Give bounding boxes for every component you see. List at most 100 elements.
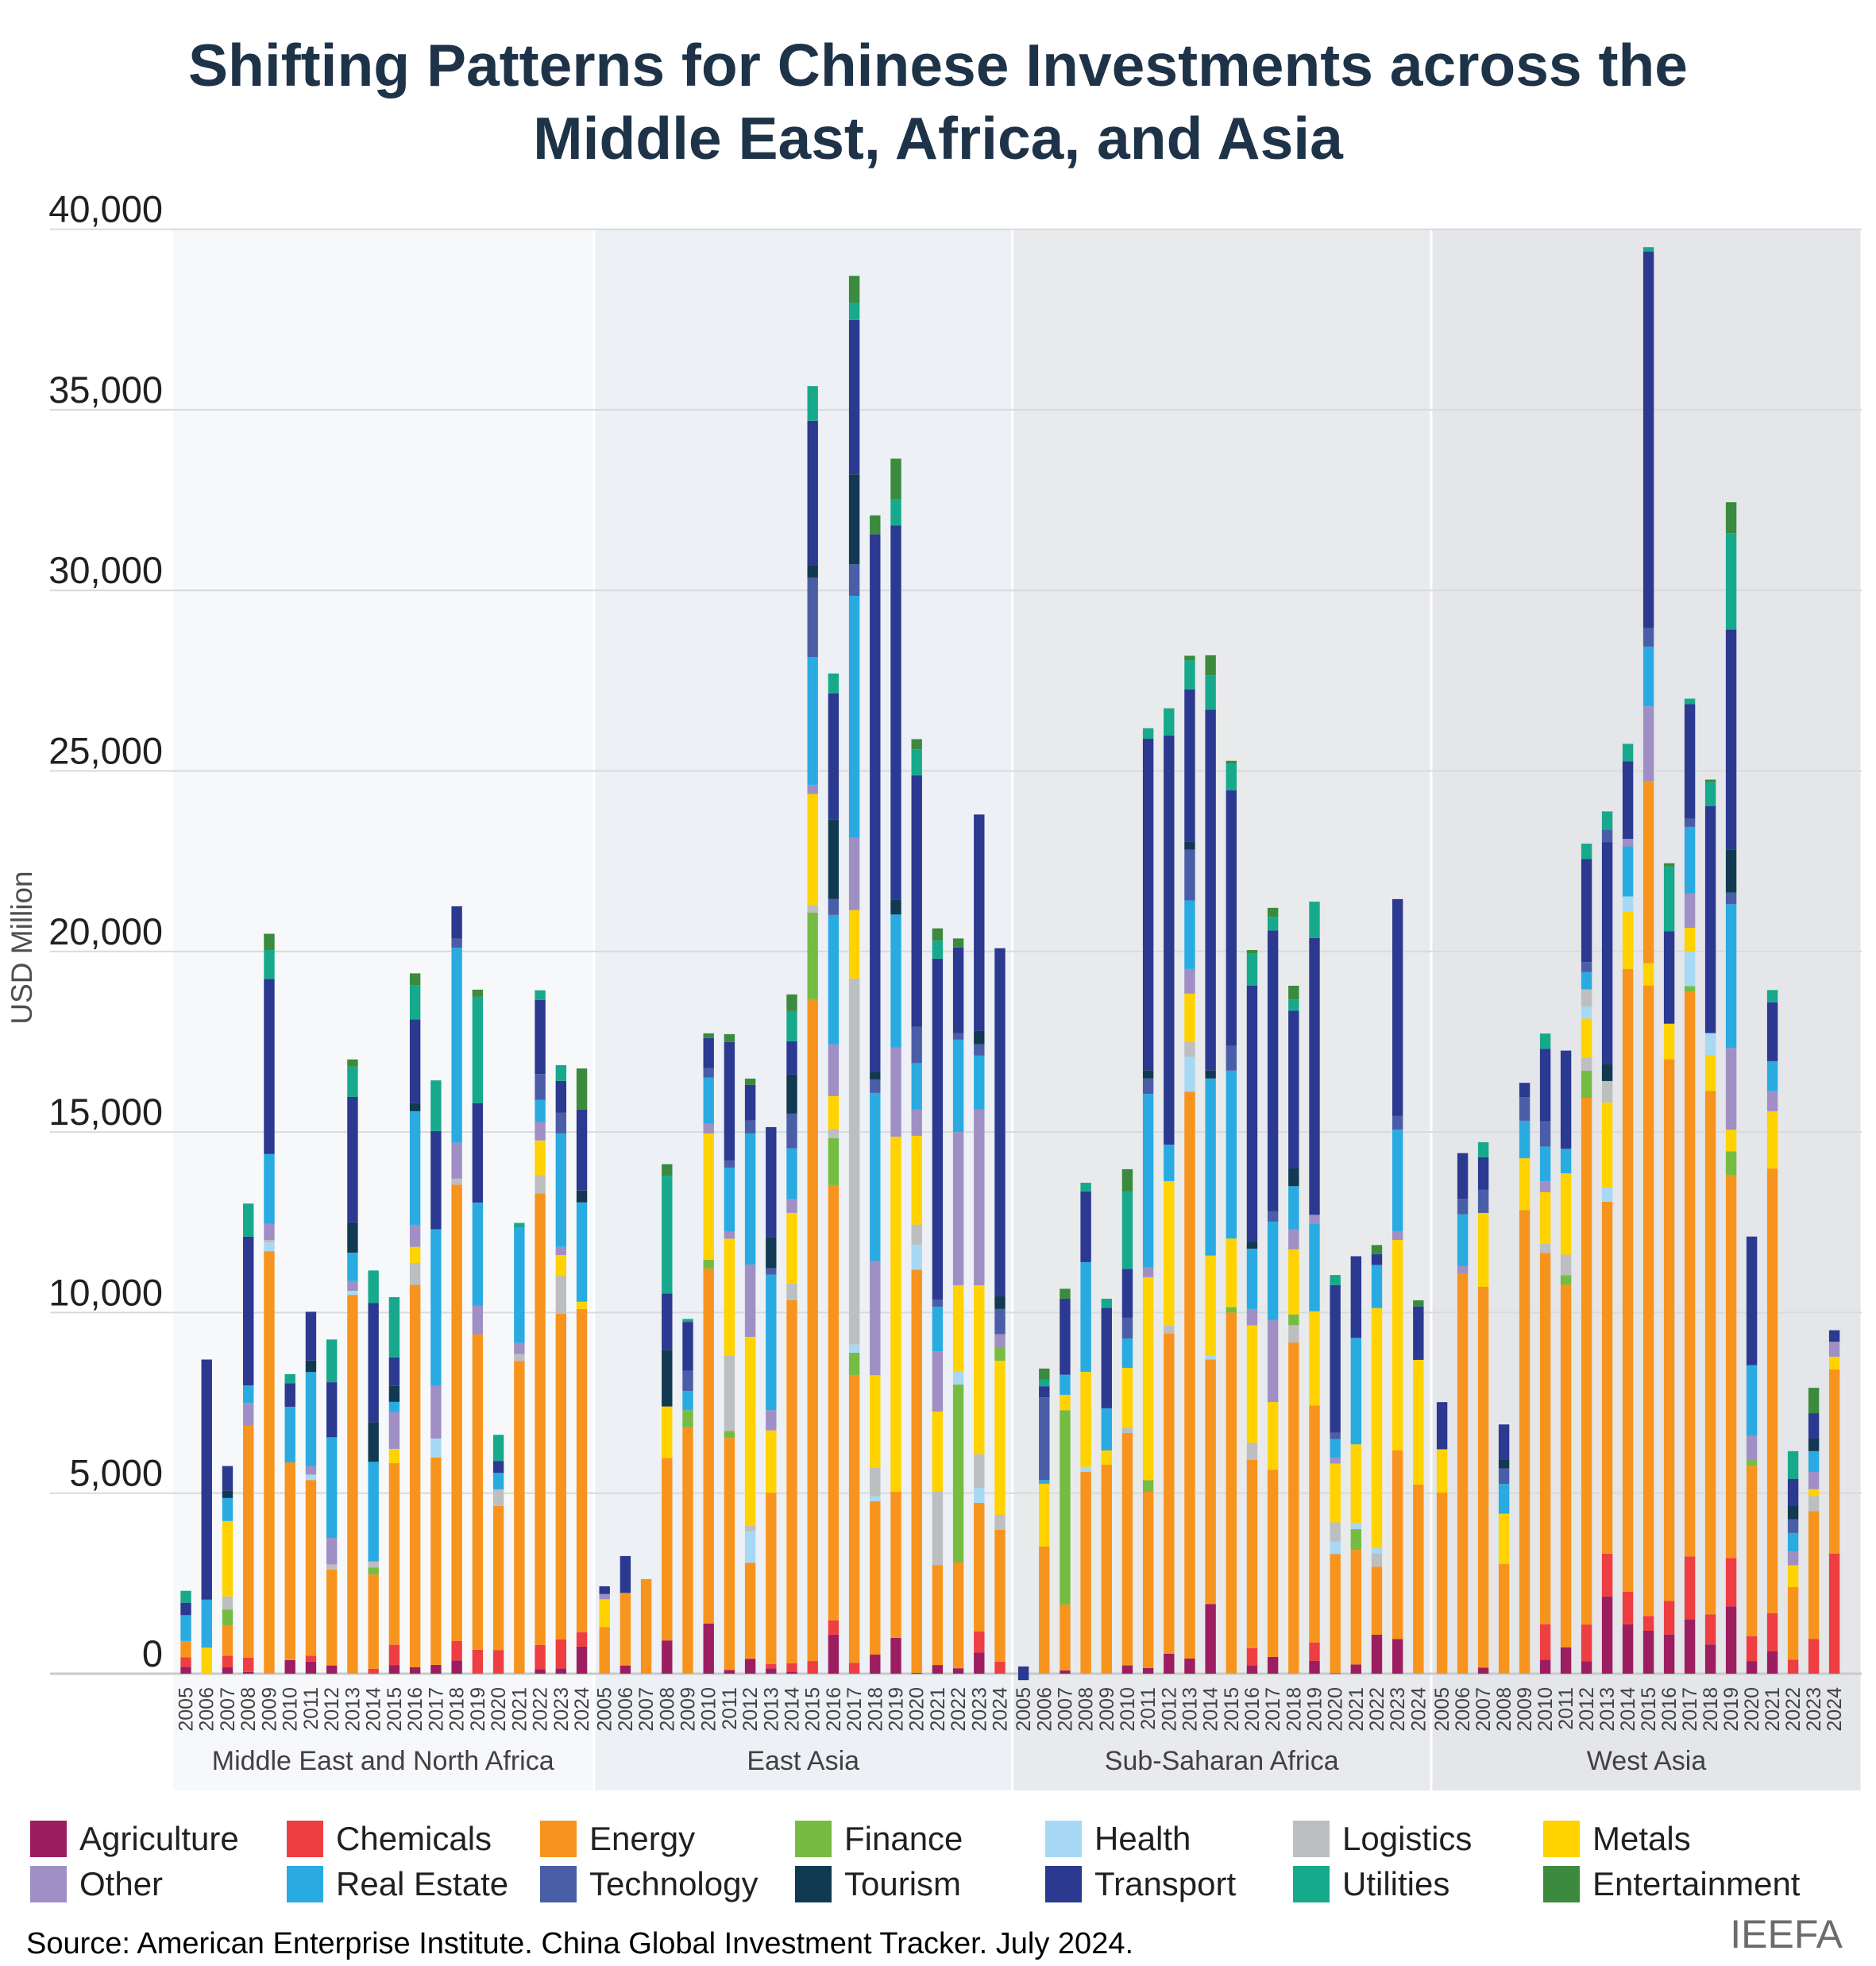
svg-text:2011: 2011: [719, 1687, 741, 1730]
svg-text:2013: 2013: [760, 1687, 782, 1732]
svg-text:40,000: 40,000: [48, 188, 163, 230]
svg-text:Other: Other: [79, 1865, 163, 1902]
svg-text:Entertainment: Entertainment: [1592, 1865, 1801, 1902]
svg-text:Metals: Metals: [1592, 1820, 1691, 1857]
svg-text:2008: 2008: [237, 1687, 260, 1732]
svg-text:30,000: 30,000: [48, 549, 163, 591]
svg-text:2012: 2012: [739, 1687, 762, 1732]
svg-text:West Asia: West Asia: [1587, 1746, 1707, 1776]
svg-text:15,000: 15,000: [48, 1091, 163, 1133]
svg-text:Logistics: Logistics: [1342, 1820, 1472, 1857]
svg-text:Health: Health: [1094, 1820, 1191, 1857]
svg-text:Transport: Transport: [1094, 1865, 1237, 1902]
svg-text:2011: 2011: [1137, 1687, 1160, 1730]
svg-text:2008: 2008: [1075, 1687, 1098, 1732]
svg-text:2010: 2010: [1534, 1687, 1557, 1732]
svg-text:2024: 2024: [571, 1687, 593, 1732]
svg-text:Tourism: Tourism: [844, 1865, 961, 1902]
svg-text:2011: 2011: [1555, 1687, 1577, 1730]
svg-text:2005: 2005: [1013, 1687, 1035, 1732]
svg-text:2018: 2018: [864, 1687, 886, 1732]
svg-text:Middle East and North Africa: Middle East and North Africa: [212, 1746, 554, 1776]
svg-text:2011: 2011: [300, 1687, 322, 1730]
svg-text:2007: 2007: [1473, 1687, 1495, 1732]
svg-text:2006: 2006: [196, 1687, 218, 1732]
svg-text:2005: 2005: [594, 1687, 616, 1732]
svg-text:IEEFA: IEEFA: [1730, 1912, 1843, 1956]
svg-text:2022: 2022: [1366, 1687, 1388, 1732]
svg-text:2023: 2023: [968, 1687, 990, 1732]
svg-text:2022: 2022: [530, 1687, 552, 1732]
svg-text:2005: 2005: [1431, 1687, 1453, 1732]
svg-text:Real Estate: Real Estate: [336, 1865, 508, 1902]
svg-text:2021: 2021: [927, 1687, 949, 1732]
svg-text:Technology: Technology: [589, 1865, 758, 1902]
svg-text:USD Million: USD Million: [6, 871, 38, 1024]
svg-text:2015: 2015: [384, 1687, 406, 1732]
svg-text:2017: 2017: [1262, 1687, 1284, 1732]
svg-text:20,000: 20,000: [48, 910, 163, 952]
svg-text:Source: American Enterprise In: Source: American Enterprise Institute. C…: [26, 1927, 1133, 1960]
svg-text:0: 0: [142, 1632, 163, 1674]
svg-text:2020: 2020: [1741, 1687, 1763, 1732]
svg-text:2020: 2020: [488, 1687, 510, 1732]
svg-text:Energy: Energy: [589, 1820, 695, 1857]
svg-text:35,000: 35,000: [48, 369, 163, 411]
svg-text:2023: 2023: [550, 1687, 573, 1732]
svg-text:2019: 2019: [467, 1687, 489, 1732]
svg-text:2024: 2024: [1824, 1687, 1846, 1732]
svg-text:2013: 2013: [1596, 1687, 1619, 1732]
svg-text:2010: 2010: [698, 1687, 720, 1732]
svg-text:5,000: 5,000: [69, 1452, 163, 1494]
svg-text:2019: 2019: [1720, 1687, 1743, 1732]
svg-text:2009: 2009: [1514, 1687, 1536, 1732]
svg-text:2019: 2019: [886, 1687, 908, 1732]
svg-text:2020: 2020: [906, 1687, 928, 1732]
svg-text:2014: 2014: [363, 1687, 385, 1732]
svg-text:2006: 2006: [615, 1687, 637, 1732]
svg-text:2007: 2007: [217, 1687, 239, 1732]
svg-text:East Asia: East Asia: [747, 1746, 859, 1776]
svg-text:2012: 2012: [321, 1687, 343, 1732]
svg-text:2016: 2016: [404, 1687, 427, 1732]
svg-text:Agriculture: Agriculture: [79, 1820, 239, 1857]
svg-text:2006: 2006: [1452, 1687, 1474, 1732]
svg-text:2009: 2009: [677, 1687, 700, 1732]
svg-text:2019: 2019: [1304, 1687, 1326, 1732]
svg-text:2021: 2021: [508, 1687, 531, 1732]
svg-text:2016: 2016: [823, 1687, 845, 1732]
svg-text:2014: 2014: [1200, 1687, 1222, 1732]
svg-text:2020: 2020: [1325, 1687, 1347, 1732]
svg-text:2024: 2024: [990, 1687, 1012, 1732]
svg-text:2023: 2023: [1803, 1687, 1825, 1732]
svg-text:2017: 2017: [843, 1687, 866, 1732]
svg-text:2012: 2012: [1576, 1687, 1598, 1732]
svg-text:2009: 2009: [1096, 1687, 1118, 1732]
svg-text:2013: 2013: [342, 1687, 364, 1732]
svg-text:2014: 2014: [782, 1687, 804, 1732]
svg-text:25,000: 25,000: [48, 730, 163, 772]
svg-text:2016: 2016: [1658, 1687, 1681, 1732]
svg-text:2022: 2022: [948, 1687, 970, 1732]
svg-text:2010: 2010: [280, 1687, 302, 1732]
svg-text:2010: 2010: [1117, 1687, 1139, 1732]
svg-text:2021: 2021: [1345, 1687, 1368, 1732]
svg-text:2009: 2009: [259, 1687, 281, 1732]
svg-text:2022: 2022: [1782, 1687, 1805, 1732]
svg-text:Chemicals: Chemicals: [336, 1820, 492, 1857]
svg-text:2005: 2005: [176, 1687, 198, 1732]
svg-text:2006: 2006: [1033, 1687, 1056, 1732]
svg-text:2018: 2018: [1283, 1687, 1305, 1732]
svg-text:2018: 2018: [446, 1687, 469, 1732]
svg-text:2015: 2015: [1221, 1687, 1243, 1732]
svg-text:2007: 2007: [1054, 1687, 1076, 1732]
svg-text:2013: 2013: [1179, 1687, 1202, 1732]
svg-text:2018: 2018: [1700, 1687, 1722, 1732]
svg-text:Sub-Saharan Africa: Sub-Saharan Africa: [1105, 1746, 1339, 1776]
svg-text:2015: 2015: [802, 1687, 824, 1732]
svg-text:10,000: 10,000: [48, 1271, 163, 1313]
svg-text:2014: 2014: [1617, 1687, 1639, 1732]
svg-text:2024: 2024: [1407, 1687, 1430, 1732]
svg-text:Finance: Finance: [844, 1820, 963, 1857]
svg-text:2017: 2017: [425, 1687, 447, 1732]
